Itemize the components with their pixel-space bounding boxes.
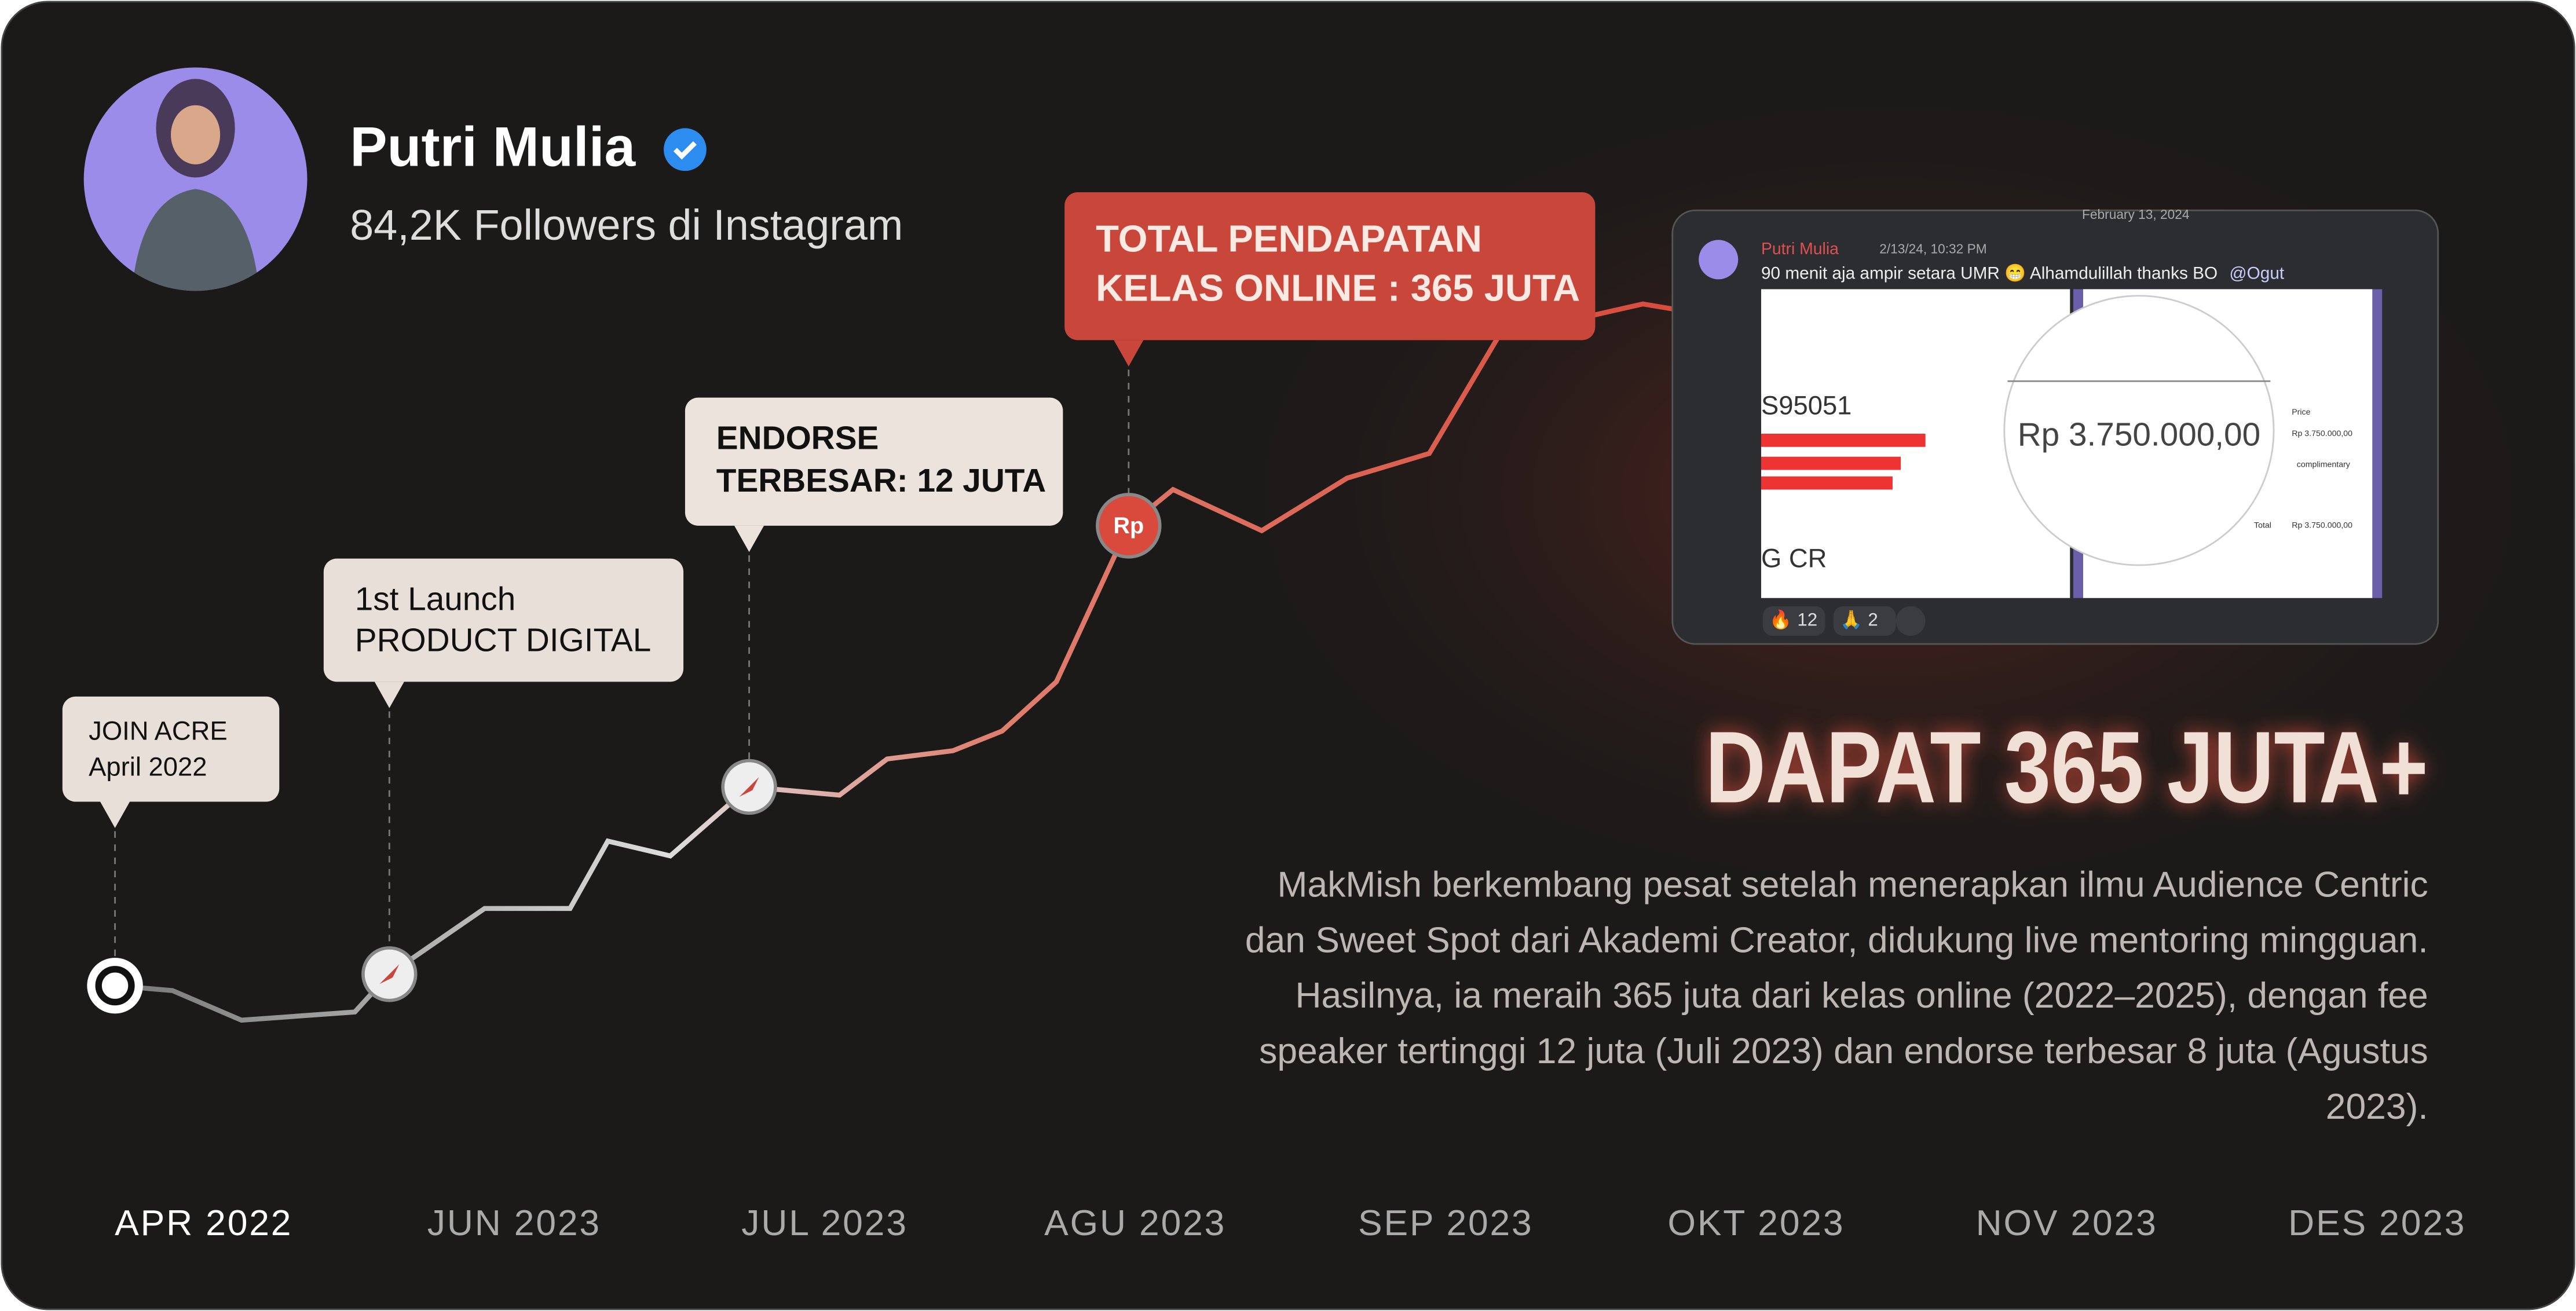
description-line: speaker tertinggi 12 juta (Juli 2023) da… — [1259, 1031, 2428, 1071]
reaction-emoji: 🔥 — [1769, 609, 1792, 630]
milestone-pointer — [1114, 340, 1144, 367]
reaction-count: 12 — [1797, 610, 1817, 630]
description-line: MakMish berkembang pesat setelah menerap… — [1278, 865, 2428, 904]
headline: DAPAT 365 JUTA+ — [1706, 711, 2428, 825]
profile-name: Putri Mulia — [350, 116, 636, 178]
milestone-box — [1064, 192, 1596, 340]
milestone-pointer — [100, 801, 130, 828]
milestone-text: PRODUCT DIGITAL — [355, 622, 652, 658]
milestone-box — [62, 696, 280, 802]
ss-magnifier — [2003, 295, 2275, 566]
description-line: Hasilnya, ia meraih 365 juta dari kelas … — [1295, 976, 2428, 1016]
timeline-label: AGU 2023 — [1044, 1203, 1226, 1243]
ss-avatar — [1699, 240, 1739, 280]
ss-add-reaction — [1896, 606, 1926, 636]
ss-message: 90 menit aja ampir setara UMR 😁 Alhamdul… — [1761, 263, 2218, 283]
ss-price-header: Price — [2292, 408, 2310, 417]
timeline-label: APR 2022 — [115, 1203, 292, 1243]
milestone-pointer — [734, 525, 764, 552]
milestone-text: 1st Launch — [355, 581, 516, 617]
milestone-text: April 2022 — [89, 752, 207, 782]
ss-redaction — [1761, 434, 1926, 490]
ss-invoice-id: S95051 — [1761, 391, 1851, 420]
milestone-marker — [361, 946, 418, 1002]
ss-total: Rp 3.750.000,00 — [2292, 521, 2352, 530]
timeline-label: SEP 2023 — [1358, 1203, 1534, 1243]
description-line: dan Sweet Spot dari Akademi Creator, did… — [1245, 920, 2428, 960]
timeline-label: NOV 2023 — [1976, 1203, 2158, 1243]
milestone-text: TOTAL PENDAPATAN — [1096, 217, 1482, 259]
milestone-marker — [721, 759, 777, 815]
milestone-text: ENDORSE — [716, 420, 879, 456]
logo — [95, 966, 135, 1006]
milestone-text: JOIN ACRE — [89, 716, 228, 745]
ss-complimentary: complimentary — [2297, 460, 2351, 470]
ss-user: Putri Mulia — [1761, 240, 1839, 258]
milestone-text: KELAS ONLINE : 365 JUTA — [1096, 266, 1580, 309]
verified-check — [673, 141, 697, 160]
timeline-label: DES 2023 — [2288, 1203, 2466, 1243]
ss-total-label: Total — [2254, 521, 2271, 530]
marker-icon: Rp — [1113, 513, 1144, 539]
description-line: 2023). — [2326, 1087, 2428, 1127]
ss-date: February 13, 2024 — [2082, 207, 2189, 222]
ss-invoice-name: G CR — [1761, 543, 1827, 573]
screenshot: February 13, 2024 Putri Mulia 2/13/24, 1… — [1671, 207, 2439, 645]
ss-amount: Rp 3.750.000,00 — [2018, 417, 2260, 453]
timeline-label: OKT 2023 — [1667, 1203, 1845, 1243]
ss-price: Rp 3.750.000,00 — [2292, 429, 2352, 438]
ss-time: 2/13/24, 10:32 PM — [1879, 241, 1986, 256]
ss-mention: @Ogut — [2229, 264, 2284, 283]
milestone-pointer — [374, 682, 404, 708]
marker-icon — [379, 964, 400, 984]
timeline-label: JUL 2023 — [741, 1203, 908, 1243]
milestone-box — [323, 558, 684, 682]
reaction-pill — [1833, 606, 1896, 636]
milestone-marker — [1096, 493, 1162, 559]
milestone-text: TERBESAR: 12 JUTA — [716, 463, 1046, 499]
avatar — [83, 67, 308, 291]
reaction-count: 2 — [1868, 610, 1878, 630]
timeline-label: JUN 2023 — [427, 1203, 601, 1243]
avatar-figure — [131, 79, 260, 291]
reaction-pill — [1762, 606, 1825, 636]
followers: 84,2K Followers di Instagram — [350, 201, 903, 249]
milestone-box — [685, 397, 1063, 526]
reaction-emoji: 🙏 — [1840, 610, 1863, 630]
